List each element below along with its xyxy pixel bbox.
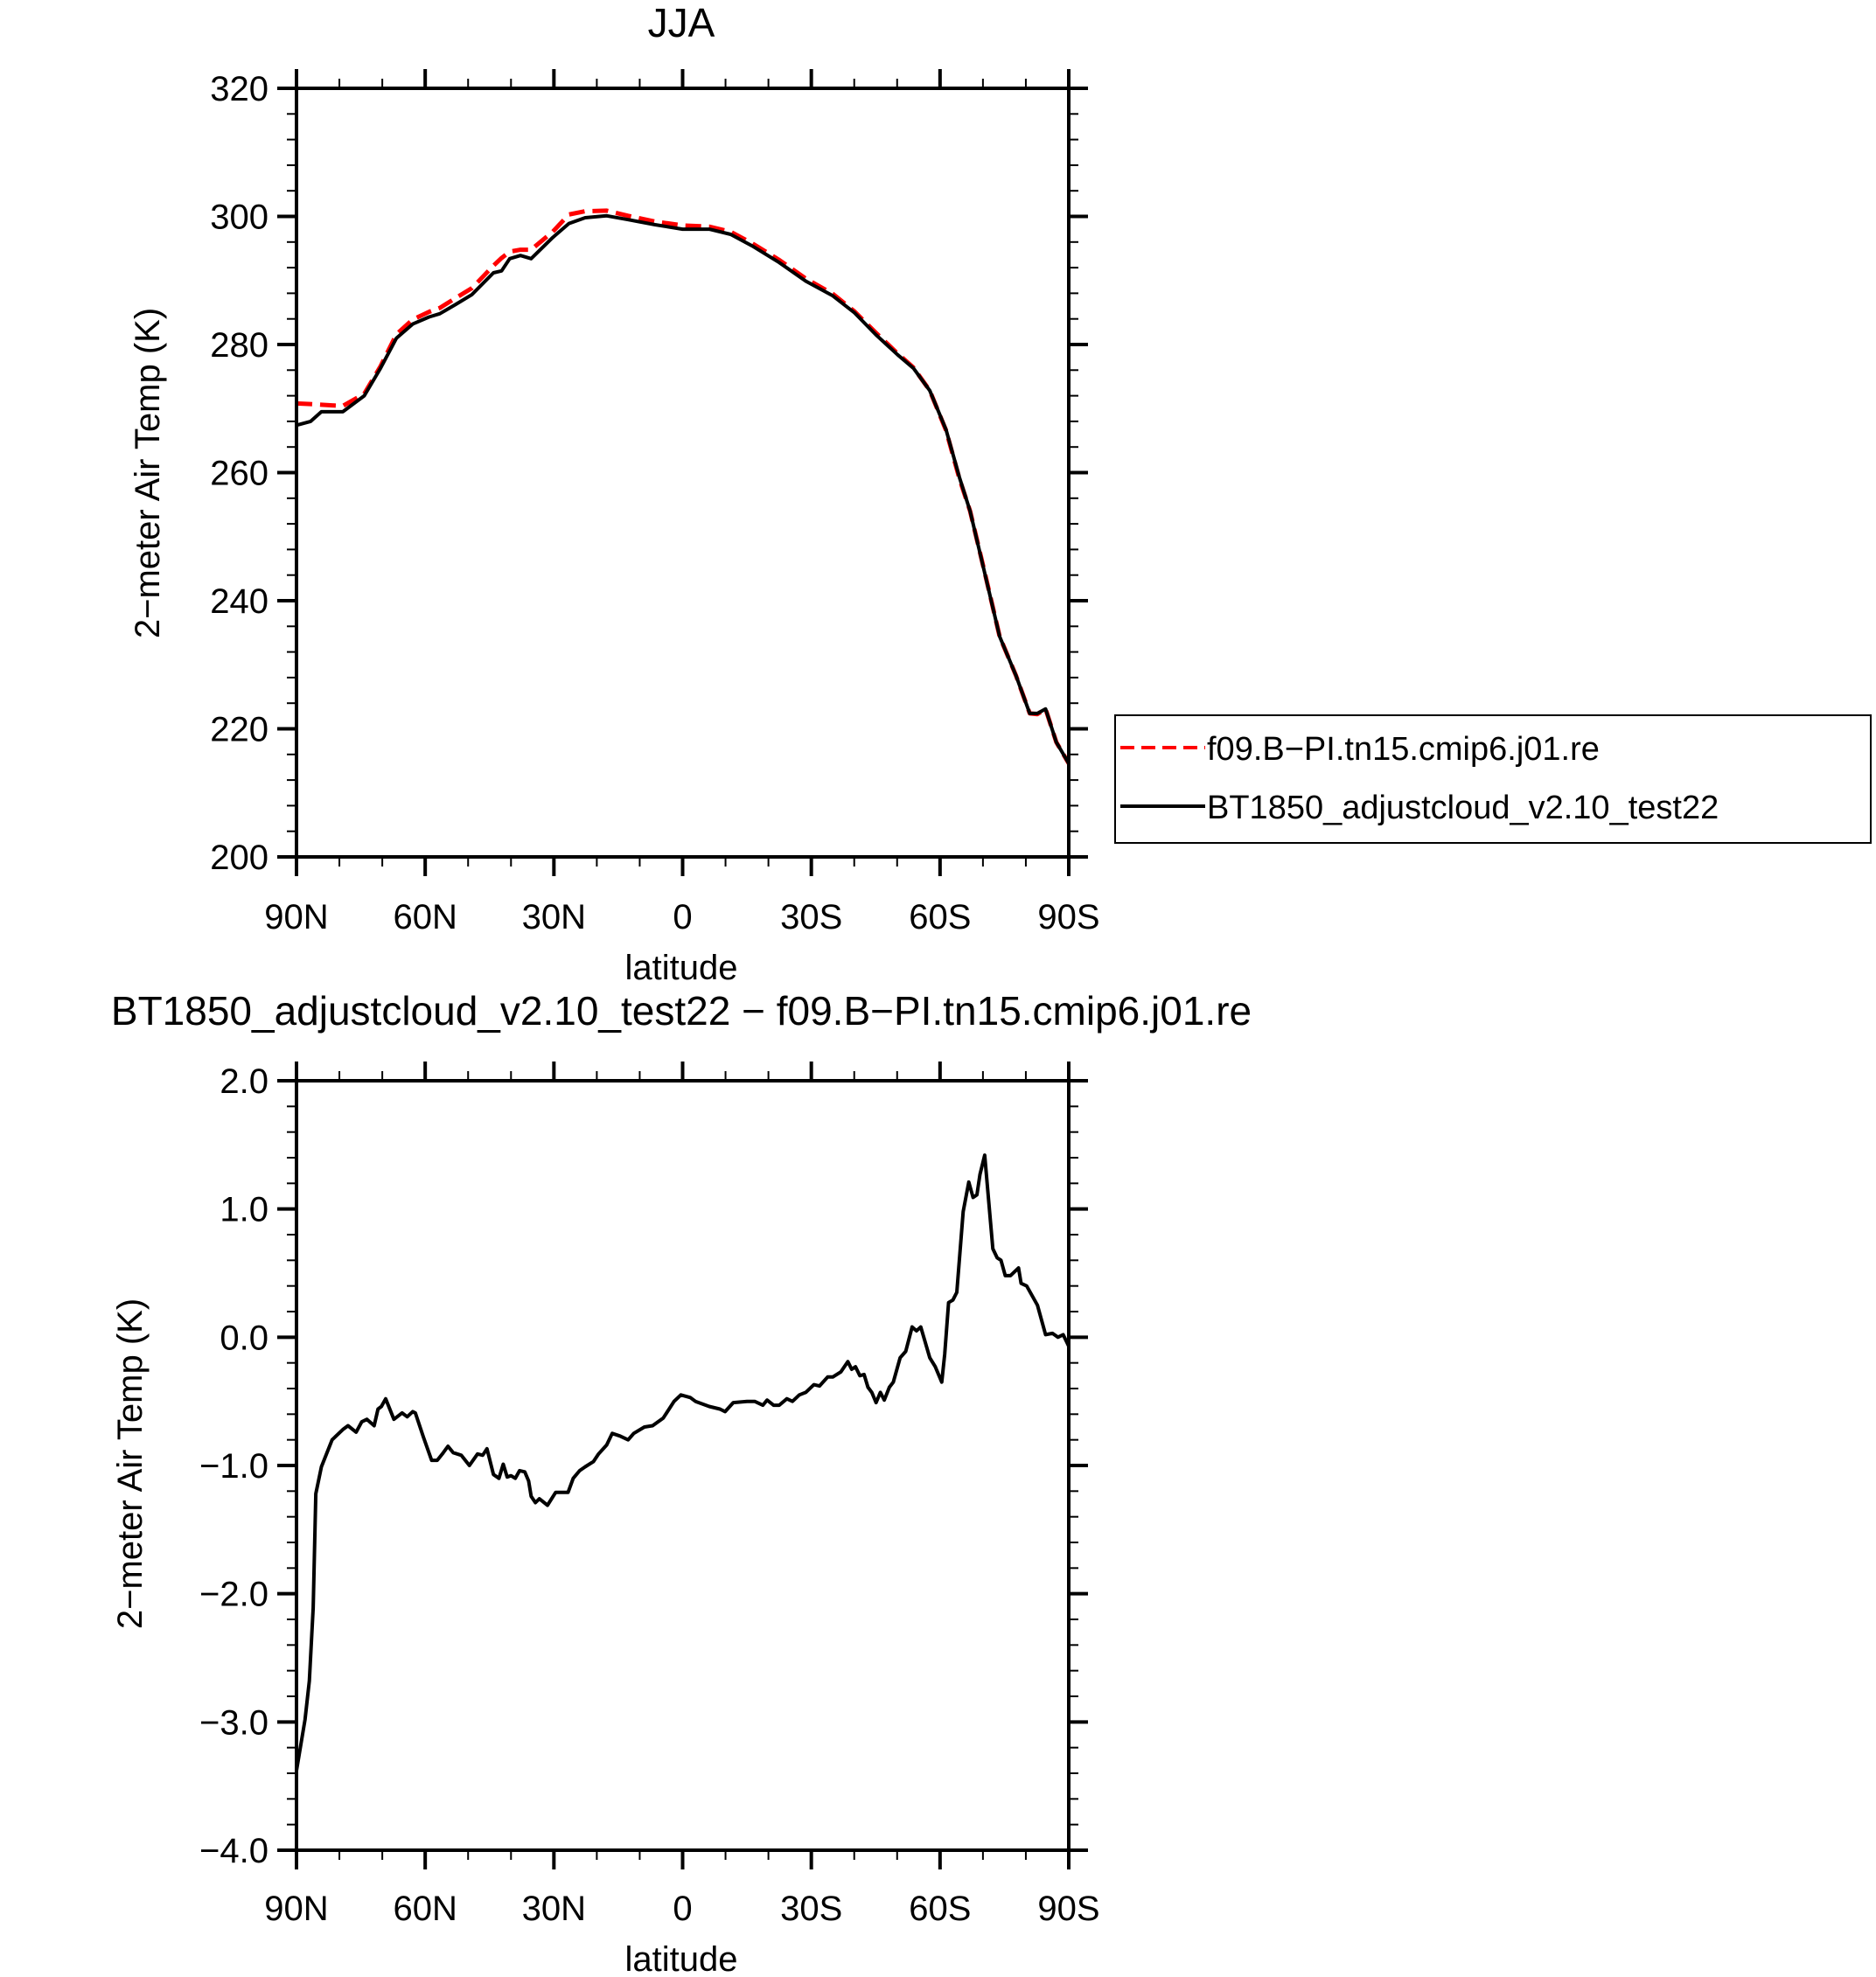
- legend-label-control: f09.B−PI.tn15.cmip6.j01.re: [1207, 731, 1600, 768]
- top-panel-title: JJA: [648, 0, 715, 45]
- x-tick-label: 60N: [393, 1890, 457, 1928]
- legend-box: [1114, 714, 1872, 844]
- bottom-panel-xlabel: latitude: [625, 1940, 738, 1977]
- y-tick-label: −4.0: [199, 1832, 268, 1870]
- y-tick-label: 300: [210, 198, 268, 237]
- legend: f09.B−PI.tn15.cmip6.j01.re BT1850_adjust…: [1114, 714, 1872, 844]
- x-tick-label: 90N: [264, 898, 328, 936]
- x-tick-label: 90N: [264, 1890, 328, 1928]
- x-tick-label: 90S: [1037, 898, 1099, 936]
- legend-label-test: BT1850_adjustcloud_v2.10_test22: [1207, 790, 1719, 826]
- x-tick-label: 30S: [780, 898, 842, 936]
- top-panel-xlabel: latitude: [625, 949, 738, 987]
- y-tick-label: 280: [210, 326, 268, 365]
- top-panel-zonal-mean: JJA 2−meter Air Temp (K) latitude 90N 60N…: [129, 0, 1100, 987]
- x-tick-label: 90S: [1037, 1890, 1099, 1928]
- y-tick-label: 1.0: [220, 1191, 268, 1229]
- y-tick-label: −2.0: [199, 1576, 268, 1614]
- bottom-panel-difference: BT1850_adjustcloud_v2.10_test22 − f09.B−…: [111, 988, 1252, 1977]
- x-tick-label: 30N: [522, 898, 586, 936]
- y-tick-label: 260: [210, 455, 268, 493]
- x-tick-label: 60N: [393, 898, 457, 936]
- x-tick-label: 0: [673, 1890, 692, 1928]
- series-line-difference: [295, 1153, 1071, 1772]
- y-tick-label: −3.0: [199, 1703, 268, 1742]
- y-tick-label: −1.0: [199, 1447, 268, 1486]
- y-tick-label: 240: [210, 582, 268, 621]
- bottom-panel-title: BT1850_adjustcloud_v2.10_test22 − f09.B−…: [111, 988, 1252, 1034]
- plot-frame: [295, 87, 1071, 859]
- x-tick-label: 0: [673, 898, 692, 936]
- y-tick-label: 2.0: [220, 1062, 268, 1101]
- top-panel-ylabel: 2−meter Air Temp (K): [129, 308, 167, 638]
- x-tick-label: 30S: [780, 1890, 842, 1928]
- x-tick-label: 60S: [909, 1890, 971, 1928]
- y-tick-label: 200: [210, 839, 268, 877]
- series-line-test: [296, 213, 1071, 765]
- plot-frame: [295, 1079, 1071, 1852]
- bottom-panel-ylabel: 2−meter Air Temp (K): [111, 1298, 150, 1629]
- y-tick-label: 320: [210, 70, 268, 108]
- x-tick-label: 60S: [909, 898, 971, 936]
- series-line-control: [296, 208, 1071, 765]
- x-tick-label: 30N: [522, 1890, 586, 1928]
- y-tick-label: 0.0: [220, 1319, 268, 1357]
- y-tick-label: 220: [210, 711, 268, 749]
